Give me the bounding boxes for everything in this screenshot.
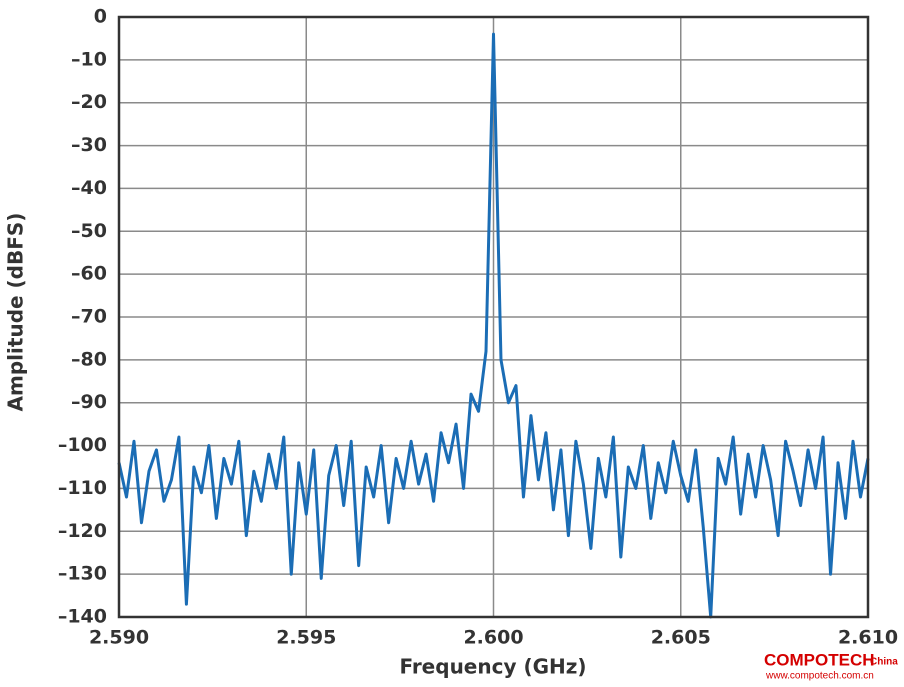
y-tick-label: 0 [94, 6, 107, 28]
x-tick-label: 2.610 [838, 627, 898, 649]
y-tick-label: –90 [71, 391, 107, 413]
y-axis-title: Amplitude (dBFS) [4, 213, 28, 412]
x-tick-label: 2.590 [89, 627, 149, 649]
y-tick-label: –140 [58, 606, 107, 628]
x-axis-title: Frequency (GHz) [399, 655, 586, 679]
x-tick-label: 2.600 [463, 627, 523, 649]
y-tick-label: –110 [58, 477, 107, 499]
y-tick-label: –100 [58, 434, 107, 456]
y-tick-label: –20 [71, 91, 107, 113]
y-tick-label: –30 [71, 134, 107, 156]
watermark-url: www.compotech.com.cn [765, 671, 874, 682]
y-tick-label: –40 [71, 177, 107, 199]
plot-frame [117, 15, 870, 619]
y-tick-label: –80 [71, 348, 107, 370]
x-tick-label: 2.595 [276, 627, 336, 649]
y-tick-label: –10 [71, 48, 107, 70]
y-tick-label: –60 [71, 263, 107, 285]
y-tick-label: –130 [58, 563, 107, 585]
spectrum-line [117, 32, 870, 619]
watermark-brand: COMPOTECH [764, 650, 875, 669]
y-tick-label: –50 [71, 220, 107, 242]
y-tick-label: –70 [71, 306, 107, 328]
watermark-suffix: China [870, 657, 898, 668]
x-tick-label: 2.605 [651, 627, 711, 649]
y-tick-label: –120 [58, 520, 107, 542]
